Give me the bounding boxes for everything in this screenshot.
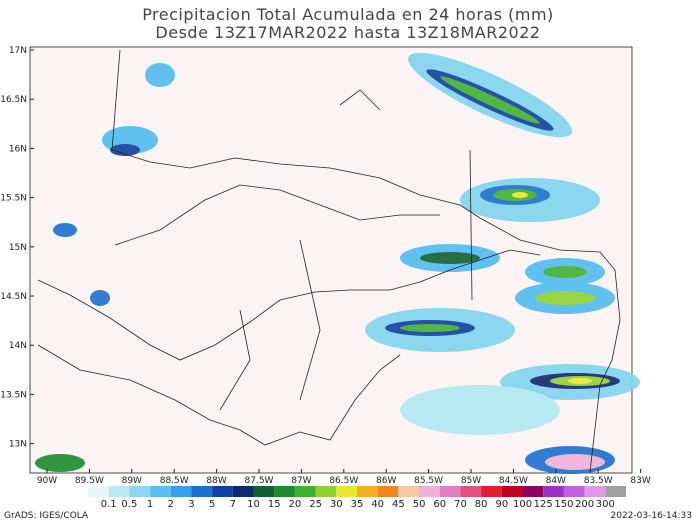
colorbar-label: 150 bbox=[554, 499, 573, 510]
colorbar-label: 0.1 bbox=[101, 499, 117, 510]
colorbar-label: 70 bbox=[454, 499, 467, 510]
colorbar-label: 0.5 bbox=[121, 499, 137, 510]
colorbar-swatch bbox=[315, 486, 337, 497]
colorbar-swatch bbox=[419, 486, 440, 497]
colorbar-swatch bbox=[543, 486, 564, 497]
colorbar-label: 35 bbox=[351, 499, 364, 510]
colorbar-label: 125 bbox=[534, 499, 553, 510]
colorbar: 0.1 0.5 1 2 3 5 7 10 15 20 25 30 35 40 45 50 60 70 80 90 100… bbox=[88, 486, 626, 510]
title-line: Precipitacion Total Acumulada en 24 hora… bbox=[142, 5, 554, 24]
colorbar-label: 90 bbox=[495, 499, 508, 510]
timestamp: 2022-03-16-14:33 bbox=[611, 511, 693, 521]
colorbar-label: 50 bbox=[413, 499, 426, 510]
colorbar-label: 10 bbox=[247, 499, 260, 510]
longitude-label: 84W bbox=[546, 476, 566, 486]
longitude-label: 87W bbox=[291, 476, 311, 486]
map-area bbox=[29, 46, 640, 474]
latitude-labels: 17N 16.5N 16N 15.5N 15N 14.5N 14N 13.5N 13N bbox=[0, 46, 34, 450]
latitude-label: 14N bbox=[9, 341, 27, 351]
latitude-label: 14.5N bbox=[0, 292, 27, 302]
colorbar-swatch bbox=[501, 486, 523, 497]
longitude-label: 84.5W bbox=[499, 476, 528, 486]
colorbar-swatch bbox=[605, 486, 626, 497]
longitude-label: 85W bbox=[461, 476, 481, 486]
colorbar-label: 5 bbox=[209, 499, 215, 510]
colorbar-label: 30 bbox=[330, 499, 343, 510]
colorbar-swatch bbox=[150, 486, 171, 497]
colorbar-label: 45 bbox=[392, 499, 405, 510]
colorbar-swatch bbox=[398, 486, 420, 497]
colorbar-label: 3 bbox=[188, 499, 194, 510]
colorbar-swatch bbox=[522, 486, 544, 497]
colorbar-swatch bbox=[439, 486, 461, 497]
colorbar-label: 20 bbox=[289, 499, 302, 510]
title-line: Desde 13Z17MAR2022 hasta 13Z18MAR2022 bbox=[155, 23, 540, 42]
colorbar-label: 7 bbox=[230, 499, 236, 510]
longitude-label: 86W bbox=[376, 476, 396, 486]
longitude-label: 83W bbox=[630, 476, 650, 486]
latitude-label: 16.5N bbox=[0, 95, 27, 105]
colorbar-label: 80 bbox=[475, 499, 488, 510]
colorbar-swatch bbox=[294, 486, 316, 497]
longitude-label: 85.5W bbox=[414, 476, 443, 486]
longitude-label: 83.5W bbox=[584, 476, 613, 486]
longitude-label: 90W bbox=[37, 476, 57, 486]
longitude-label: 87.5W bbox=[245, 476, 274, 486]
colorbar-swatch bbox=[88, 486, 109, 497]
colorbar-label: 60 bbox=[433, 499, 446, 510]
colorbar-swatch bbox=[336, 486, 357, 497]
credit: GrADS: IGES/COLA bbox=[4, 511, 89, 521]
colorbar-swatch bbox=[191, 486, 213, 497]
colorbar-swatch bbox=[108, 486, 130, 497]
longitude-label: 89W bbox=[122, 476, 142, 486]
longitude-labels: 90W 89.5W 89W 88.5W 88W 87.5W 87W 86.5W 86W 85.5W… bbox=[37, 469, 651, 486]
longitude-label: 86.5W bbox=[329, 476, 358, 486]
colorbar-label: 15 bbox=[268, 499, 281, 510]
colorbar-swatch bbox=[357, 486, 378, 497]
latitude-label: 17N bbox=[9, 46, 27, 56]
latitude-label: 15N bbox=[9, 243, 27, 253]
colorbar-label: 25 bbox=[309, 499, 322, 510]
latitude-label: 13N bbox=[9, 440, 27, 450]
colorbar-swatch bbox=[129, 486, 151, 497]
colorbar-swatch bbox=[584, 486, 606, 497]
colorbar-label: 40 bbox=[371, 499, 384, 510]
precipitation-field bbox=[35, 52, 640, 474]
colorbar-label: 1 bbox=[147, 499, 153, 510]
colorbar-swatch bbox=[563, 486, 585, 497]
colorbar-label: 200 bbox=[575, 499, 594, 510]
country-borders bbox=[37, 49, 621, 473]
colorbar-swatch bbox=[460, 486, 482, 497]
colorbar-swatch bbox=[212, 486, 233, 497]
colorbar-swatch bbox=[253, 486, 275, 497]
latitude-label: 13.5N bbox=[0, 390, 27, 400]
longitude-label: 88W bbox=[206, 476, 226, 486]
latitude-label: 16N bbox=[9, 144, 27, 154]
colorbar-swatch bbox=[274, 486, 295, 497]
colorbar-swatch bbox=[481, 486, 502, 497]
colorbar-label: 300 bbox=[596, 499, 615, 510]
longitude-label: 89.5W bbox=[75, 476, 104, 486]
latitude-label: 15.5N bbox=[0, 194, 27, 204]
colorbar-swatch bbox=[377, 486, 399, 497]
colorbar-swatch bbox=[170, 486, 192, 497]
colorbar-label: 100 bbox=[513, 499, 532, 510]
colorbar-swatch bbox=[232, 486, 254, 497]
longitude-label: 88.5W bbox=[160, 476, 189, 486]
colorbar-label: 2 bbox=[168, 499, 174, 510]
